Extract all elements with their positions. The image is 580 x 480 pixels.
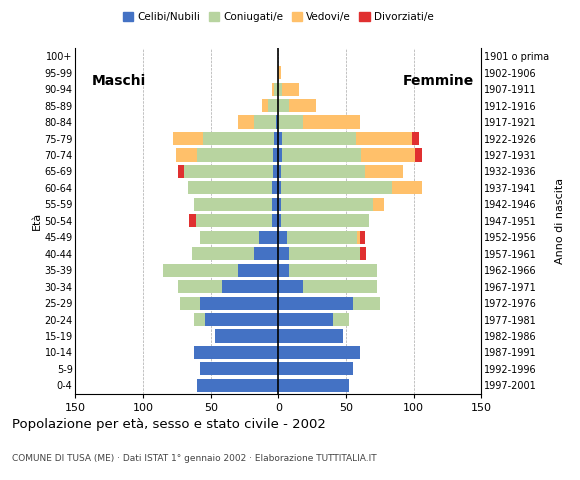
Bar [289,247,360,260]
Bar [361,148,415,162]
Bar [192,247,254,260]
Bar [222,280,278,293]
Bar [278,83,282,96]
Bar [278,264,289,277]
Bar [200,231,259,244]
Bar [178,165,184,178]
Bar [356,132,412,145]
Bar [278,346,360,359]
Bar [281,214,369,228]
Bar [392,181,422,194]
Bar [278,99,289,112]
Bar [200,297,278,310]
Bar [278,329,343,343]
Bar [278,214,281,228]
Bar [205,313,278,326]
Bar [189,214,196,228]
Bar [215,329,278,343]
Bar [267,99,278,112]
Bar [271,214,278,228]
Bar [278,280,303,293]
Bar [415,148,422,162]
Bar [238,116,254,129]
Y-axis label: Età: Età [31,212,41,230]
Bar [194,198,271,211]
Bar [200,362,278,375]
Bar [271,83,274,96]
Bar [360,231,365,244]
Bar [289,99,316,112]
Bar [273,148,278,162]
Bar [278,66,281,79]
Bar [173,132,202,145]
Bar [194,346,278,359]
Bar [274,83,278,96]
Bar [238,264,278,277]
Bar [274,132,278,145]
Text: Popolazione per età, sesso e stato civile - 2002: Popolazione per età, sesso e stato civil… [12,418,325,432]
Bar [373,198,384,211]
Bar [184,165,273,178]
Bar [289,264,377,277]
Bar [194,313,205,326]
Bar [164,264,238,277]
Bar [287,231,357,244]
Text: Femmine: Femmine [403,74,474,88]
Text: COMUNE DI TUSA (ME) · Dati ISTAT 1° gennaio 2002 · Elaborazione TUTTITALIA.IT: COMUNE DI TUSA (ME) · Dati ISTAT 1° genn… [12,454,376,463]
Bar [332,313,349,326]
Bar [278,116,303,129]
Bar [276,116,278,129]
Bar [365,165,403,178]
Bar [360,247,367,260]
Bar [278,247,289,260]
Bar [259,231,278,244]
Bar [303,116,360,129]
Bar [412,132,419,145]
Bar [278,148,282,162]
Bar [196,214,271,228]
Bar [303,280,377,293]
Bar [278,297,353,310]
Bar [271,198,278,211]
Bar [254,116,276,129]
Bar [176,148,197,162]
Bar [278,231,287,244]
Bar [202,132,274,145]
Bar [278,181,281,194]
Bar [197,148,273,162]
Bar [254,247,278,260]
Bar [278,132,282,145]
Bar [180,297,200,310]
Bar [188,181,271,194]
Bar [278,362,353,375]
Y-axis label: Anno di nascita: Anno di nascita [555,178,565,264]
Bar [282,83,299,96]
Bar [353,297,380,310]
Bar [271,181,278,194]
Legend: Celibi/Nubili, Coniugati/e, Vedovi/e, Divorziati/e: Celibi/Nubili, Coniugati/e, Vedovi/e, Di… [119,8,438,26]
Bar [281,198,373,211]
Bar [262,99,267,112]
Bar [197,379,278,392]
Bar [278,165,281,178]
Bar [281,181,392,194]
Bar [282,132,356,145]
Bar [178,280,222,293]
Bar [278,198,281,211]
Bar [357,231,360,244]
Bar [278,379,349,392]
Bar [282,148,361,162]
Bar [273,165,278,178]
Bar [281,165,365,178]
Text: Maschi: Maschi [92,74,146,88]
Bar [278,313,332,326]
